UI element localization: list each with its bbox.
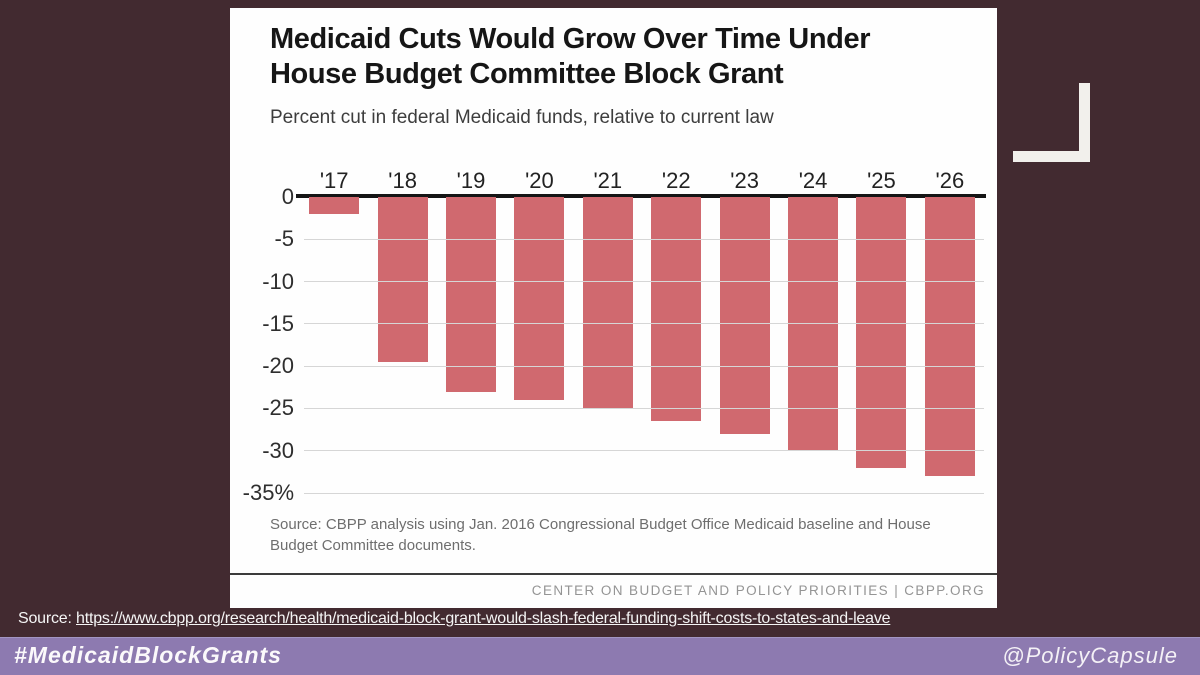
zero-baseline: [296, 194, 986, 198]
x-axis-tick-label: '23: [730, 168, 759, 193]
bar-slot: [574, 197, 642, 493]
bar-slot: [710, 197, 778, 493]
chart-title-line1: Medicaid Cuts Would Grow Over Time Under: [270, 23, 871, 55]
footer-bar: #MedicaidBlockGrants @PolicyCapsule: [0, 637, 1200, 675]
bar: [514, 197, 565, 400]
bar-slot: [779, 197, 847, 493]
y-axis-tick-label: -20: [262, 353, 294, 379]
bar-slot: [642, 197, 710, 493]
y-axis-tick-label: -30: [262, 437, 294, 463]
x-axis-tick-label: '24: [798, 168, 828, 193]
gridline: [304, 281, 984, 283]
bar-slot: [368, 197, 436, 493]
x-axis-tick-label: '22: [661, 168, 691, 193]
bar-slot: [916, 197, 984, 493]
source-line: Source: https://www.cbpp.org/research/he…: [18, 610, 1188, 628]
chart-subtitle: Percent cut in federal Medicaid funds, r…: [270, 107, 774, 128]
gridline: [304, 365, 984, 367]
x-axis-tick-label: '19: [456, 168, 486, 193]
bar-slot: [505, 197, 573, 493]
x-axis-tick-label: '20: [525, 168, 554, 193]
y-axis-tick-label: -5: [274, 226, 294, 252]
gridline: [304, 323, 984, 325]
x-axis-tick-label: '17: [319, 168, 349, 193]
chart-title-line2: House Budget Committee Block Grant: [270, 58, 784, 90]
source-label: Source:: [18, 610, 72, 627]
y-axis-labels: 0 -5 -10 -15 -20 -25 -30 -35%: [230, 184, 294, 505]
bar: [309, 197, 360, 214]
y-axis-tick-label: 0: [281, 184, 294, 209]
bar-slot: [437, 197, 505, 493]
chart-title: Medicaid Cuts Would Grow Over Time Under…: [270, 22, 980, 92]
x-axis-tick-label: '26: [935, 168, 965, 193]
y-axis-tick-label: -15: [262, 310, 294, 336]
corner-bracket-icon: [1013, 151, 1090, 162]
bar: [719, 197, 770, 434]
gridline: [304, 450, 984, 452]
bar: [582, 197, 633, 409]
gridline: [304, 492, 984, 494]
bar: [856, 197, 907, 468]
corner-bracket-icon: [1079, 83, 1090, 162]
bar: [924, 197, 975, 477]
x-axis-tick-label: '21: [593, 168, 623, 193]
y-axis-tick-label: -25: [262, 395, 294, 421]
y-axis-tick-label: -35%: [242, 480, 294, 505]
gridline: [304, 238, 984, 240]
bar-slot: [847, 197, 915, 493]
hashtag-text: #MedicaidBlockGrants: [14, 642, 282, 668]
chart-card: Medicaid Cuts Would Grow Over Time Under…: [230, 8, 997, 608]
plot-area: [296, 194, 986, 494]
bar-series: [300, 197, 984, 493]
bar: [446, 197, 497, 392]
bar: [651, 197, 702, 422]
bar: [377, 197, 428, 362]
publisher-branding: CENTER ON BUDGET AND POLICY PRIORITIES |…: [230, 573, 997, 607]
y-axis-tick-label: -10: [262, 268, 294, 294]
x-axis-labels: '17 '18 '19 '20 '21 '22 '23 '24 '25 '26: [300, 158, 984, 194]
source-note: Source: CBPP analysis using Jan. 2016 Co…: [270, 516, 931, 554]
source-link[interactable]: https://www.cbpp.org/research/health/med…: [76, 610, 891, 627]
gridline: [304, 407, 984, 409]
x-axis-tick-label: '25: [867, 168, 896, 193]
x-axis-tick-label: '18: [388, 168, 417, 193]
social-handle-text: @PolicyCapsule: [1002, 643, 1178, 668]
bar-slot: [300, 197, 368, 493]
